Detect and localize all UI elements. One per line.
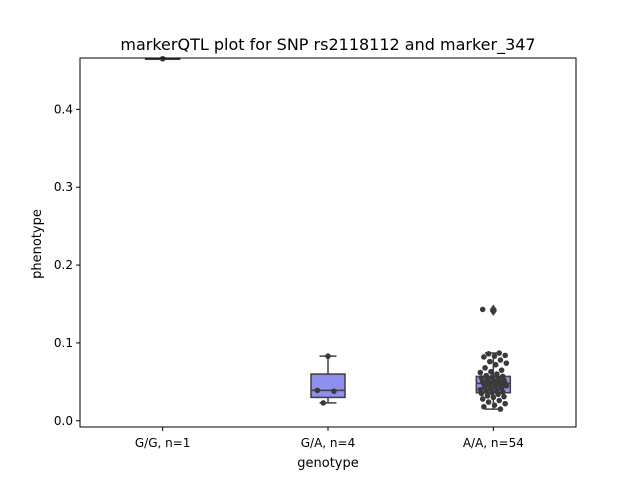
y-axis-label: phenotype	[30, 209, 45, 279]
data-point	[490, 394, 497, 401]
data-point	[503, 382, 510, 389]
data-point	[499, 389, 506, 395]
data-point	[320, 400, 327, 406]
x-axis-label: genotype	[297, 456, 358, 471]
x-tick-label: A/A, n=54	[463, 436, 524, 450]
data-point	[490, 308, 497, 314]
data-point	[491, 402, 498, 409]
data-point	[478, 390, 485, 397]
data-point	[495, 391, 501, 398]
data-point	[491, 353, 498, 359]
data-point	[501, 393, 507, 400]
data-point	[331, 388, 337, 394]
data-point	[482, 365, 488, 371]
data-point	[497, 357, 504, 363]
data-point	[492, 361, 499, 368]
y-tick-label: 0.3	[54, 180, 73, 194]
plot-area	[144, 55, 512, 412]
data-point	[489, 389, 495, 396]
data-point	[159, 55, 166, 62]
y-tick-label: 0.2	[54, 258, 73, 272]
data-point	[485, 351, 492, 357]
data-point	[497, 406, 504, 412]
axes-ticks: 0.0 0.1 0.2 0.3 0.4 G/G, n=1 G/A, n=4 A/A, n=54	[54, 57, 577, 450]
y-tick-label: 0.0	[54, 414, 73, 428]
data-point	[498, 367, 505, 373]
data-point	[483, 388, 490, 394]
data-point	[496, 397, 503, 404]
data-point	[481, 403, 487, 410]
chart-title: markerQTL plot for SNP rs2118112 and mar…	[120, 35, 535, 55]
y-tick-label: 0.4	[54, 102, 73, 116]
x-tick-label: G/G, n=1	[135, 436, 191, 450]
data-point	[479, 306, 486, 313]
y-tick-label: 0.1	[54, 336, 73, 350]
data-point	[502, 400, 508, 407]
data-point	[485, 399, 492, 405]
data-point	[477, 369, 484, 376]
box-iqr	[310, 373, 346, 399]
data-point	[481, 354, 487, 360]
data-point	[494, 371, 500, 377]
data-point	[503, 360, 510, 366]
data-point	[479, 396, 486, 402]
data-point	[486, 358, 493, 365]
data-point	[325, 353, 331, 359]
data-point	[314, 387, 321, 394]
data-point	[502, 352, 508, 359]
data-point	[496, 350, 503, 356]
x-tick-label: G/A, n=4	[301, 436, 355, 450]
data-point	[484, 393, 491, 399]
data-point	[488, 368, 494, 375]
